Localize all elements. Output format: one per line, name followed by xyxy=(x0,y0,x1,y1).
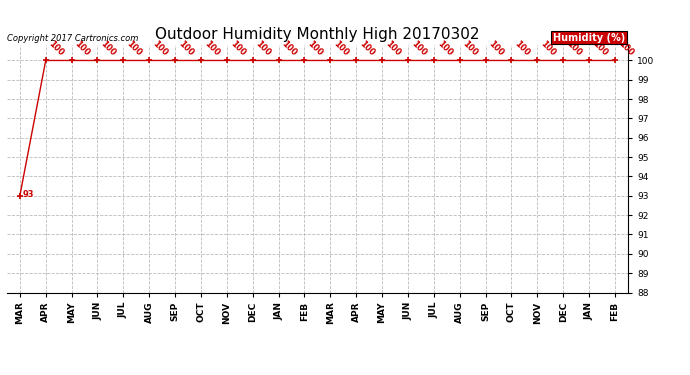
Text: 100: 100 xyxy=(228,39,247,58)
Text: 100: 100 xyxy=(99,39,117,58)
Text: 100: 100 xyxy=(487,39,506,58)
Text: 100: 100 xyxy=(332,39,351,58)
Text: 100: 100 xyxy=(513,39,531,58)
Text: 100: 100 xyxy=(591,39,609,58)
Text: 100: 100 xyxy=(306,39,324,58)
Title: Outdoor Humidity Monthly High 20170302: Outdoor Humidity Monthly High 20170302 xyxy=(155,27,480,42)
Text: 100: 100 xyxy=(461,39,480,58)
Text: 100: 100 xyxy=(616,39,635,58)
Text: 93: 93 xyxy=(23,190,34,199)
Text: 100: 100 xyxy=(280,39,299,58)
Text: Copyright 2017 Cartronics.com: Copyright 2017 Cartronics.com xyxy=(7,33,138,42)
Text: 100: 100 xyxy=(435,39,454,58)
Text: 100: 100 xyxy=(125,39,144,58)
Text: 100: 100 xyxy=(409,39,428,58)
Text: 100: 100 xyxy=(564,39,583,58)
Text: 100: 100 xyxy=(177,39,195,58)
Text: 100: 100 xyxy=(73,39,92,58)
Text: 100: 100 xyxy=(254,39,273,58)
Text: 100: 100 xyxy=(539,39,558,58)
Text: 100: 100 xyxy=(47,39,66,58)
Text: 100: 100 xyxy=(357,39,376,58)
Text: Humidity (%): Humidity (%) xyxy=(553,33,625,42)
Text: 100: 100 xyxy=(202,39,221,58)
Text: 100: 100 xyxy=(150,39,169,58)
Text: 100: 100 xyxy=(384,39,402,58)
